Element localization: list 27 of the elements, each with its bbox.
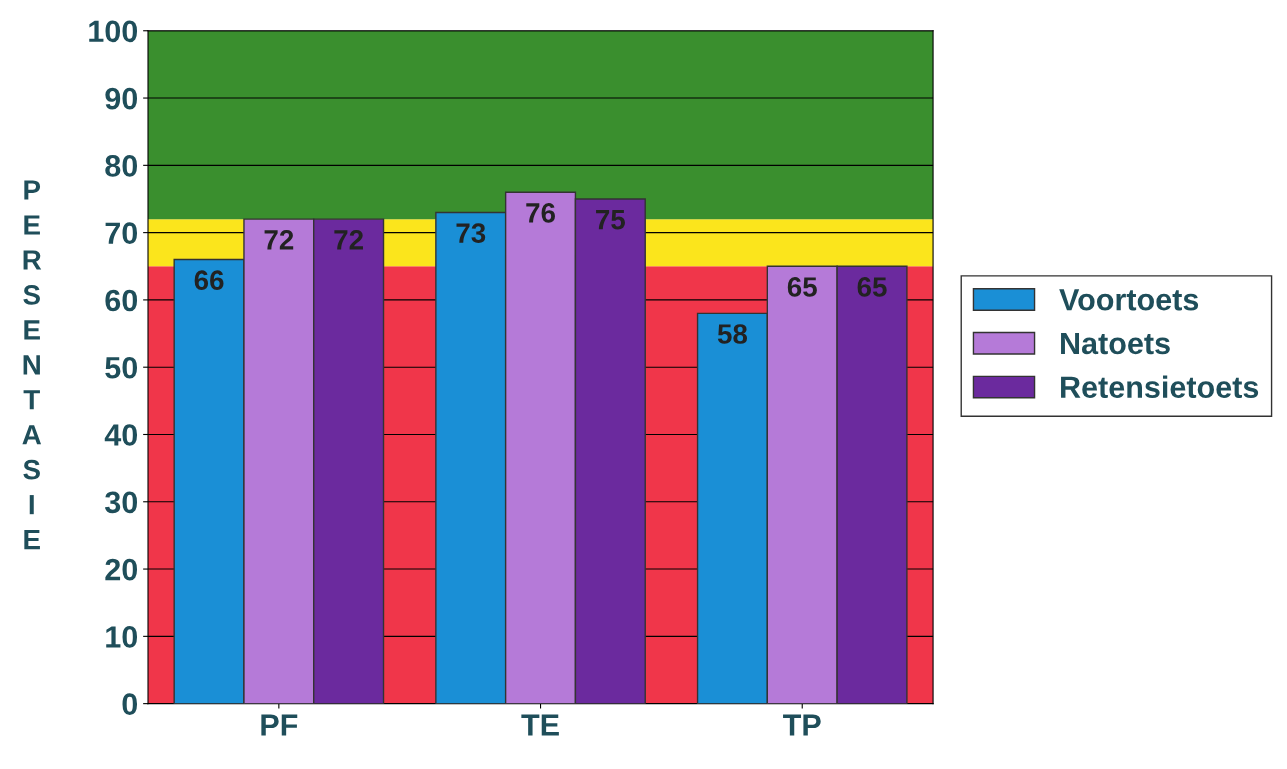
data-label: 73 bbox=[456, 223, 486, 243]
y-tick-label: 20 bbox=[105, 558, 138, 581]
y-tick-label: 50 bbox=[105, 356, 138, 379]
y-tick-label: 80 bbox=[105, 155, 138, 177]
y-tick-label: 60 bbox=[105, 289, 138, 312]
y-tick-label: 90 bbox=[105, 87, 138, 110]
data-label: 66 bbox=[194, 270, 224, 291]
data-label: 65 bbox=[857, 277, 887, 297]
data-label: 75 bbox=[596, 210, 625, 230]
legend-label: Voortoets bbox=[1059, 289, 1199, 311]
y-tick-label: 10 bbox=[106, 626, 138, 648]
x-tick-label: PF bbox=[261, 714, 298, 736]
text: PERSENTASIE bbox=[22, 180, 42, 550]
data-label: 76 bbox=[526, 203, 555, 223]
y-tick-label: 40 bbox=[104, 424, 138, 446]
y-tick-label: 70 bbox=[105, 222, 138, 244]
x-tick-label: TP bbox=[783, 714, 821, 736]
y-tick-label: 100 bbox=[89, 20, 138, 43]
data-label: 65 bbox=[787, 277, 817, 297]
legend-label: Natoets bbox=[1061, 332, 1170, 355]
x-tick-label: TE bbox=[521, 714, 559, 736]
data-label: 72 bbox=[264, 229, 294, 250]
y-tick-label: 0 bbox=[122, 693, 138, 716]
legend-label: Retensietoets bbox=[1061, 375, 1259, 399]
y-tick-label: 30 bbox=[105, 491, 138, 514]
data-label: 58 bbox=[717, 324, 748, 344]
data-label: 72 bbox=[334, 229, 363, 250]
